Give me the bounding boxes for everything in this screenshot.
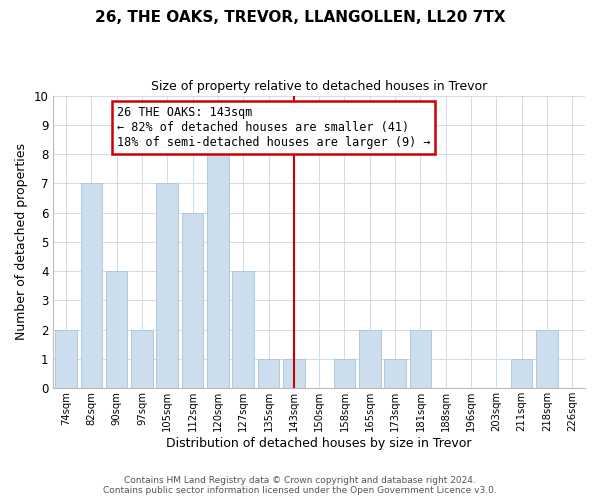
Bar [385, 359, 406, 388]
Bar [55, 330, 77, 388]
Text: Contains HM Land Registry data © Crown copyright and database right 2024.
Contai: Contains HM Land Registry data © Crown c… [103, 476, 497, 495]
Bar [536, 330, 558, 388]
Bar [80, 184, 102, 388]
Title: Size of property relative to detached houses in Trevor: Size of property relative to detached ho… [151, 80, 487, 93]
X-axis label: Distribution of detached houses by size in Trevor: Distribution of detached houses by size … [166, 437, 472, 450]
Bar [207, 154, 229, 388]
Y-axis label: Number of detached properties: Number of detached properties [15, 144, 28, 340]
Bar [334, 359, 355, 388]
Bar [410, 330, 431, 388]
Bar [283, 359, 305, 388]
Bar [258, 359, 279, 388]
Bar [106, 271, 127, 388]
Bar [511, 359, 532, 388]
Bar [157, 184, 178, 388]
Bar [359, 330, 380, 388]
Bar [182, 212, 203, 388]
Bar [131, 330, 152, 388]
Bar [232, 271, 254, 388]
Text: 26 THE OAKS: 143sqm
← 82% of detached houses are smaller (41)
18% of semi-detach: 26 THE OAKS: 143sqm ← 82% of detached ho… [116, 106, 430, 149]
Text: 26, THE OAKS, TREVOR, LLANGOLLEN, LL20 7TX: 26, THE OAKS, TREVOR, LLANGOLLEN, LL20 7… [95, 10, 505, 25]
